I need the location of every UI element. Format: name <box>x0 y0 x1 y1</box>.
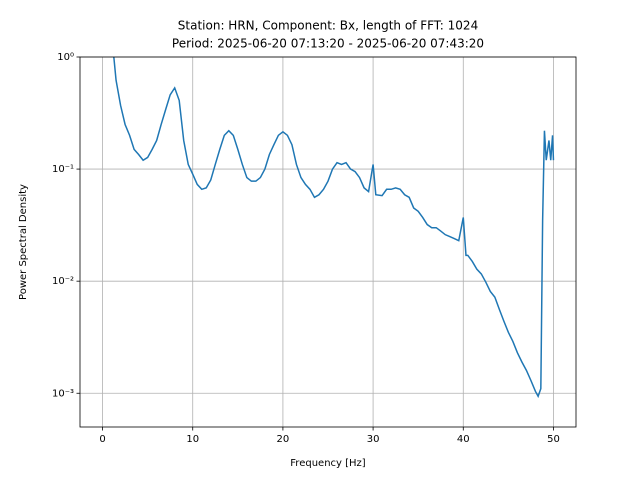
data-line <box>113 57 555 399</box>
chart-subtitle: Period: 2025-06-20 07:13:20 - 2025-06-20… <box>172 37 484 51</box>
chart-title: Station: HRN, Component: Bx, length of F… <box>178 19 478 33</box>
y-tick-label: 10⁰ <box>57 52 74 63</box>
y-tick-label: 10⁻¹ <box>52 164 74 175</box>
x-tick-label: 20 <box>277 434 290 445</box>
axes-frame <box>79 56 577 428</box>
x-tick-label: 10 <box>186 434 199 445</box>
x-axis-label: Frequency [Hz] <box>290 458 366 469</box>
x-tick-label: 50 <box>547 434 560 445</box>
y-axis-label: Power Spectral Density <box>18 184 29 300</box>
x-tick-label: 0 <box>99 434 105 445</box>
y-tick-label: 10⁻³ <box>52 388 74 399</box>
x-tick-label: 40 <box>457 434 470 445</box>
x-tick-label: 30 <box>367 434 380 445</box>
y-tick-label: 10⁻² <box>52 276 74 287</box>
